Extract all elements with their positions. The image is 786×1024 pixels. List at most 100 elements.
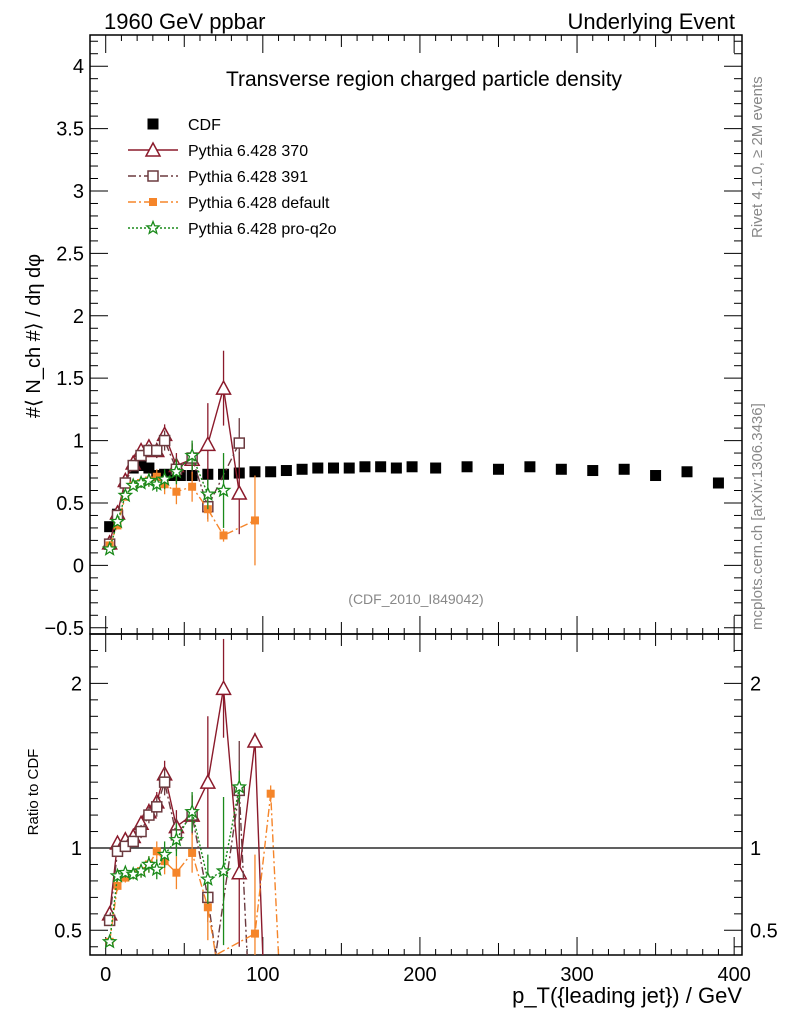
ratio-tick-label-right: 0.5 [750, 920, 778, 942]
rivet-label: Rivet 4.1.0, ≥ 2M events [749, 76, 766, 238]
main-series-0 [104, 460, 724, 533]
data-point [127, 835, 139, 848]
data-point [618, 463, 630, 475]
y-tick-label: 4 [73, 56, 84, 78]
legend-marker [145, 219, 161, 235]
legend-marker [147, 118, 159, 130]
data-point [250, 516, 259, 525]
data-point [151, 801, 163, 813]
data-point [103, 914, 116, 927]
legend-entry: Pythia 6.428 370 [128, 141, 308, 160]
legend-entry: CDF [147, 117, 221, 134]
mcplots-label: mcplots.cern.ch [arXiv:1306.3436] [749, 403, 766, 630]
data-point [135, 825, 147, 838]
data-point [215, 862, 232, 878]
data-point [328, 462, 340, 474]
data-point [712, 477, 724, 489]
y-tick-label: −0.5 [45, 618, 84, 640]
data-point [524, 461, 536, 473]
analysis-id: (CDF_2010_I849042) [348, 591, 483, 607]
x-tick-label: 100 [246, 964, 279, 986]
data-point [152, 847, 161, 856]
y-tick-label: 0.5 [56, 493, 84, 515]
y-tick-label: 1 [73, 431, 84, 453]
ratio-tick-label-left: 2 [71, 673, 82, 695]
data-point [113, 881, 122, 890]
data-point [280, 465, 292, 477]
data-point [184, 447, 201, 463]
data-point [199, 485, 216, 501]
header-left: 1960 GeV ppbar [104, 9, 265, 34]
legend-marker [149, 198, 157, 206]
x-tick-label: 0 [100, 964, 111, 986]
data-point [143, 462, 155, 474]
data-point [158, 434, 171, 447]
data-point [156, 846, 173, 862]
legend-marker [147, 170, 159, 182]
data-point [266, 789, 275, 798]
data-point [172, 868, 181, 877]
legend-label: Pythia 6.428 370 [188, 143, 308, 160]
main-series-4 [101, 440, 232, 556]
legend-marker [144, 141, 162, 157]
legend-entry: Pythia 6.428 391 [128, 169, 308, 186]
legend-entry: Pythia 6.428 default [128, 195, 330, 212]
data-point [101, 540, 118, 556]
data-point [101, 933, 118, 949]
data-point [681, 466, 693, 478]
data-point [148, 861, 165, 877]
data-point [650, 470, 662, 482]
data-point [343, 462, 355, 474]
data-point [230, 484, 248, 500]
y-axis-label-ratio: Ratio to CDF [25, 749, 42, 836]
y-tick-label: 3 [73, 181, 84, 203]
data-point [203, 903, 212, 912]
data-point [250, 929, 259, 938]
x-tick-label: 300 [560, 964, 593, 986]
y-tick-label: 2.5 [56, 243, 84, 265]
data-point [168, 463, 185, 479]
data-point [219, 531, 228, 540]
data-point [184, 803, 201, 819]
chart-title: Transverse region charged particle densi… [226, 68, 623, 91]
data-point [215, 379, 232, 395]
data-point [109, 513, 126, 529]
data-point [296, 463, 308, 475]
data-point [555, 463, 567, 475]
data-point [199, 773, 217, 789]
data-point [188, 482, 197, 491]
y-axis-label-main: #⟨ N_ch #⟩ / dη dφ [23, 254, 45, 418]
data-point [199, 435, 217, 452]
data-point [215, 679, 232, 696]
data-point [390, 462, 402, 474]
x-tick-label: 400 [717, 964, 750, 986]
legend-label: CDF [188, 117, 221, 134]
y-tick-label: 1.5 [56, 368, 84, 390]
header-right: Underlying Event [567, 9, 735, 34]
data-point [265, 466, 277, 478]
ratio-tick-label-left: 1 [71, 838, 82, 860]
data-point [199, 870, 216, 886]
data-point [359, 461, 371, 473]
data-point [312, 462, 324, 474]
x-tick-label: 200 [403, 964, 436, 986]
data-point [117, 487, 134, 503]
data-point [172, 487, 181, 496]
data-point [233, 437, 246, 449]
data-point [406, 461, 418, 473]
series-line [108, 786, 240, 942]
data-point [113, 521, 122, 530]
data-point [141, 856, 157, 872]
ratio-plot-frame [89, 633, 743, 956]
data-point [249, 466, 261, 478]
legend-label: Pythia 6.428 pro-q2o [188, 221, 337, 238]
data-point [135, 460, 147, 472]
y-tick-label: 0 [73, 555, 84, 577]
data-point [168, 831, 185, 847]
legend-entry: Pythia 6.428 pro-q2o [128, 219, 337, 238]
x-axis-label: p_T({leading jet}) / GeV [512, 983, 742, 1008]
ratio-series-3 [101, 770, 248, 949]
data-point [117, 864, 134, 880]
legend-label: Pythia 6.428 default [188, 195, 330, 212]
